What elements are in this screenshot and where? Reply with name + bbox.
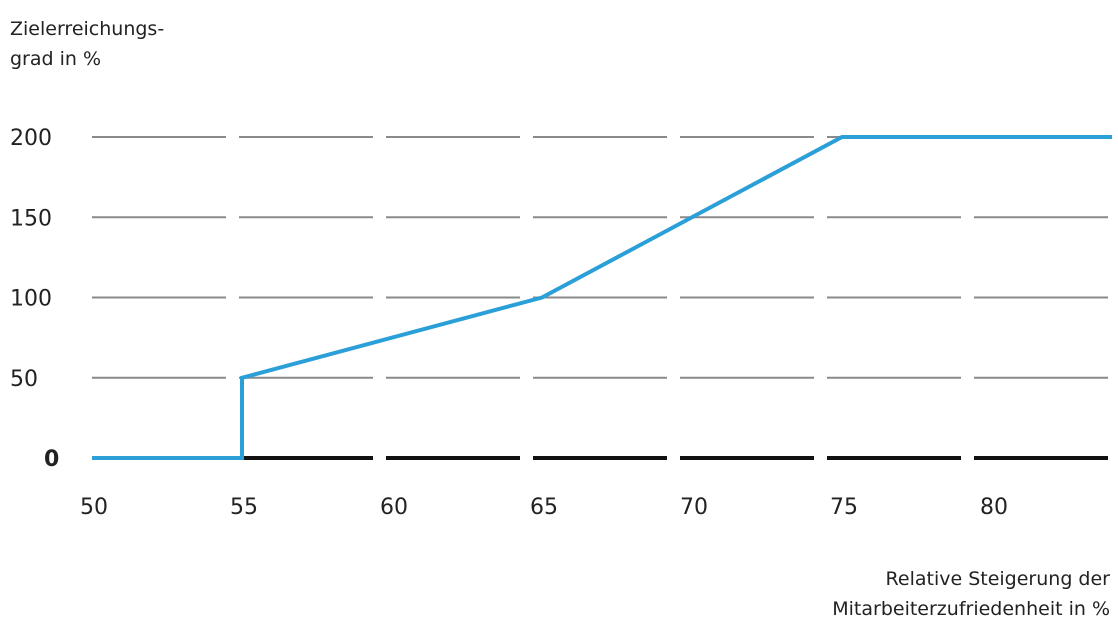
x-tick-label: 80 [980, 495, 1008, 520]
y-tick-label: 0 [44, 447, 59, 472]
x-tick-label: 70 [680, 495, 708, 520]
y-axis-title: Zielerreichungs- grad in % [10, 14, 164, 74]
x-axis-title-line-2: Mitarbeiterzufriedenheit in % [832, 598, 1110, 620]
y-axis-title-line-2: grad in % [10, 48, 102, 70]
x-tick-label: 50 [80, 495, 108, 520]
series-line [92, 135, 1112, 460]
x-tick-label: 65 [530, 495, 558, 520]
y-axis-title-line-1: Zielerreichungs- [10, 18, 165, 40]
x-tick-label: 75 [830, 495, 858, 520]
x-tick-label: 55 [230, 495, 258, 520]
x-axis-title: Relative Steigerung der Mitarbeiterzufri… [832, 564, 1110, 624]
x-tick-label: 60 [380, 495, 408, 520]
x-axis-title-line-1: Relative Steigerung der [885, 568, 1110, 590]
y-tick-label: 50 [10, 367, 38, 392]
y-tick-label: 200 [10, 126, 52, 151]
y-tick-label: 150 [10, 206, 52, 231]
y-tick-label: 100 [10, 287, 52, 312]
